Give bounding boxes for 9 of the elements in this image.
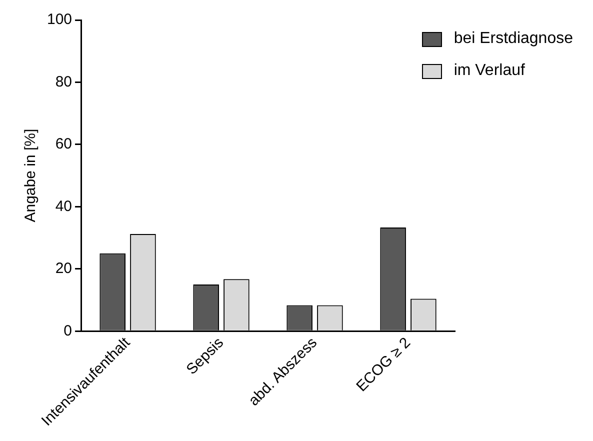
- legend-label: im Verlauf: [454, 62, 525, 80]
- y-tick-label: 0: [64, 322, 72, 340]
- legend-label: bei Erstdiagnose: [454, 30, 573, 48]
- y-tick-label: 80: [55, 73, 72, 90]
- y-tick-label: 20: [55, 260, 72, 278]
- y-tick-label: 60: [55, 136, 72, 153]
- y-axis-title: Angabe in [%]: [22, 128, 40, 222]
- y-tick-label: 100: [46, 11, 72, 28]
- y-tick-label: 40: [55, 198, 72, 215]
